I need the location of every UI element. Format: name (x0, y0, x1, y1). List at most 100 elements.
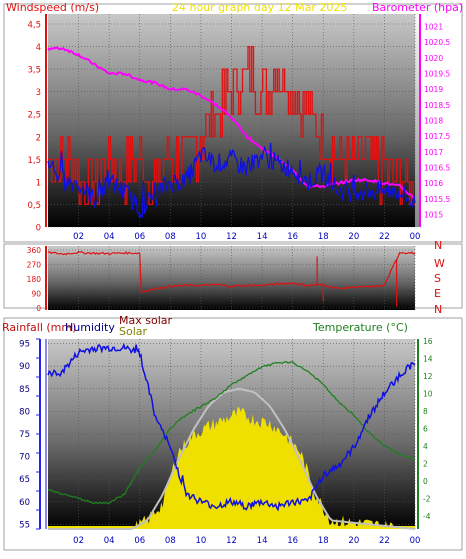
humidity-y-tick-label: 80 (19, 407, 30, 417)
wind-y-tick-label: 2 (36, 133, 41, 143)
barometer-y-tick-label: 1015 (424, 210, 443, 219)
barometer-strip (415, 14, 420, 227)
wind-x-tick-label: 00 (410, 232, 421, 242)
temperature-y-tick-label: 12 (423, 372, 433, 381)
humidity-legend-label: Humidity (65, 321, 115, 334)
wind-y-tick-label: 0 (36, 224, 41, 234)
direction-series (47, 250, 416, 307)
rainfall-axis-ticks (36, 338, 40, 530)
humidity-x-tick-label: 06 (134, 536, 145, 546)
wind-series (47, 45, 416, 220)
humidity-y-tick-label: 95 (19, 340, 30, 350)
direction-axis-ticks: 0 90 180 270 360 (27, 246, 42, 313)
wind-x-tick-label: 14 (257, 232, 268, 242)
humidity-x-tick-label: 02 (73, 536, 84, 546)
humidity-x-tick-label: 20 (348, 536, 359, 546)
barometer-axis-label: Barometer (hpa) (372, 1, 463, 14)
barometer-y-tick-label: 1015.5 (424, 195, 450, 204)
windspeed-average-line (47, 142, 416, 220)
barometer-y-tick-label: 1020 (424, 54, 443, 63)
compass-letter-w: W (434, 257, 445, 270)
barometer-y-tick-label: 1018.5 (424, 101, 450, 110)
wind-x-tick-label: 04 (104, 232, 115, 242)
wind-plot-background (48, 14, 415, 227)
humidity-y-tick-label: 55 (19, 520, 30, 530)
temperature-line (47, 361, 416, 505)
barometer-y-tick-label: 1017 (424, 148, 443, 157)
humidity-x-tick-label: 18 (318, 536, 329, 546)
wind-x-tick-label: 06 (134, 232, 145, 242)
wind-y-tick-label: 1,5 (27, 156, 41, 166)
compass-letter-e: E (434, 287, 441, 300)
rainfall-axis-label: Rainfall (mm) (2, 321, 76, 334)
compass-letter-n-top: N (434, 239, 442, 252)
temperature-axis-label: Temperature (°C) (312, 321, 408, 334)
humidity-x-tick-label: 08 (165, 536, 176, 546)
wind-x-tick-label: 18 (318, 232, 329, 242)
wind-y-tick-label: 1 (36, 178, 41, 188)
compass-letter-n-bottom: N (434, 303, 442, 316)
humidity-x-tick-label: 10 (196, 536, 207, 546)
temperature-y-tick-label: 16 (423, 337, 433, 346)
barometer-y-tick-label: 1016 (424, 179, 443, 188)
temperature-y-tick-label: 0 (423, 477, 428, 486)
barometer-y-tick-label: 1019.5 (424, 70, 450, 79)
humidity-x-tick-label: 16 (287, 536, 298, 546)
humidity-axis-ticks: 55 60 65 70 75 80 85 90 95 (19, 340, 30, 531)
solar-baseline (48, 526, 415, 529)
solar-area (48, 407, 415, 529)
temperature-y-tick-label: 14 (423, 354, 433, 363)
wind-y-tick-label: 4 (36, 43, 41, 53)
wind-x-tick-label: 16 (287, 232, 298, 242)
max-solar-legend-label: Max solar (119, 314, 172, 327)
humidity-x-tick-label: 00 (410, 536, 421, 546)
solar-legend-label: Solar (119, 325, 148, 338)
wind-x-tick-label: 22 (379, 232, 390, 242)
humidity-y-tick-label: 60 (19, 498, 30, 508)
wind-direction-line (47, 250, 416, 293)
wind-x-axis-ticks: 02 04 06 08 10 12 14 16 18 20 22 00 (73, 232, 420, 242)
humidity-y-tick-label: 85 (19, 385, 30, 395)
barometer-y-tick-label: 1019 (424, 85, 443, 94)
wind-x-tick-label: 10 (196, 232, 207, 242)
barometer-axis-ticks: 1015 1015.5 1016 1016.5 1017 1017.5 1018 1018.5… (424, 23, 450, 220)
temperature-y-tick-label: 8 (423, 407, 428, 416)
humidity-y-tick-label: 90 (19, 362, 30, 372)
temperature-y-tick-label: -4 (423, 512, 431, 521)
temperature-y-tick-label: 4 (423, 442, 428, 451)
windspeed-gust-line (48, 45, 415, 206)
humidity-y-tick-label: 70 (19, 453, 30, 463)
wind-x-tick-label: 20 (348, 232, 359, 242)
direction-plot-background (48, 246, 415, 310)
barometer-y-tick-label: 1018 (424, 117, 443, 126)
max-solar-line (48, 388, 416, 530)
humidity-y-tick-label: 65 (19, 475, 30, 485)
temperature-y-tick-label: -2 (423, 494, 431, 503)
humidity-x-tick-label: 12 (226, 536, 237, 546)
barometer-y-tick-label: 1017.5 (424, 132, 450, 141)
temperature-y-tick-label: 2 (423, 459, 428, 468)
direction-y-tick-label: 0 (36, 304, 41, 313)
wind-x-tick-label: 12 (226, 232, 237, 242)
temperature-y-tick-label: 6 (423, 424, 428, 433)
wind-x-tick-label: 08 (165, 232, 176, 242)
wind-x-tick-label: 02 (73, 232, 84, 242)
humidity-line (47, 342, 416, 512)
humidity-x-tick-label: 14 (257, 536, 268, 546)
graph-title: 24 hour graph day 12 Mar 2025 (172, 1, 347, 14)
direction-y-tick-label: 270 (27, 261, 42, 270)
wind-y-tick-label: 4,5 (27, 21, 41, 31)
barometer-y-tick-label: 1016.5 (424, 163, 450, 172)
humidity-x-axis-ticks: 02 04 06 08 10 12 14 16 18 20 22 00 (73, 536, 420, 546)
wind-axis-ticks: 0 0,5 1 1,5 2 2,5 3 3,5 4 4,5 (27, 21, 41, 234)
temperature-axis-ticks: -4 -2 0 2 4 6 8 10 12 14 16 (423, 337, 433, 521)
wind-y-tick-label: 3 (36, 88, 41, 98)
barometer-y-tick-label: 1020.5 (424, 38, 450, 47)
wind-y-tick-label: 3,5 (27, 66, 41, 76)
direction-y-tick-label: 360 (27, 246, 42, 255)
direction-y-tick-label: 180 (27, 275, 42, 284)
direction-y-tick-label: 90 (31, 290, 41, 299)
humidity-x-tick-label: 22 (379, 536, 390, 546)
